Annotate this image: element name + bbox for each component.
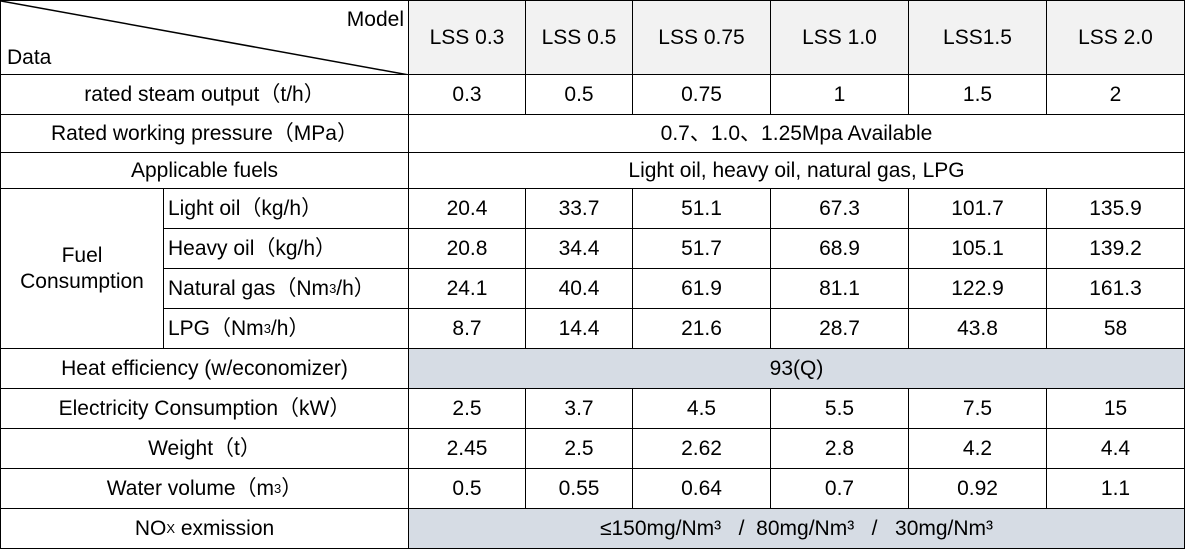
value-cell: 0.92 (908, 468, 1047, 509)
value-cell: 51.7 (632, 228, 771, 269)
value-cell: 2.8 (770, 428, 909, 469)
value-cell: 58 (1046, 308, 1185, 349)
row-label: LPG（Nm 3/h） (163, 308, 409, 349)
value-cell: 1 (770, 74, 909, 115)
data-label: Data (7, 45, 52, 69)
value-cell: 67.3 (770, 188, 909, 229)
label-text: /h） (270, 316, 310, 340)
diagonal (1, 1, 409, 75)
superscript: 3 (274, 480, 282, 496)
value-cell: 61.9 (632, 268, 771, 309)
value-cell: 43.8 (908, 308, 1047, 349)
label-text: Rated working pressure（MPa） (51, 121, 358, 145)
value-cell: 2.5 (408, 388, 526, 429)
value-cell: 7.5 (908, 388, 1047, 429)
value-cell: 14.4 (525, 308, 633, 349)
value-cell: 24.1 (408, 268, 526, 309)
row-label: Electricity Consumption（kW） (0, 388, 409, 429)
value-cell: 0.5 (408, 468, 526, 509)
value-cell: 20.8 (408, 228, 526, 269)
value-cell: 33.7 (525, 188, 633, 229)
value-cell: 81.1 (770, 268, 909, 309)
row-label: Heat efficiency (w/economizer) (0, 348, 409, 389)
label-text: Electricity Consumption（kW） (58, 396, 351, 420)
value-cell: 139.2 (1046, 228, 1185, 269)
value-cell: 4.5 (632, 388, 771, 429)
row-label: Heavy oil（kg/h） (163, 228, 409, 269)
value-cell: 4.4 (1046, 428, 1185, 469)
label-text: LPG（Nm (168, 316, 264, 340)
label-text: Natural gas（Nm (168, 276, 330, 300)
value-cell: 8.7 (408, 308, 526, 349)
model-label: Model (346, 8, 404, 31)
superscript: 3 (329, 280, 337, 296)
subscript: X (166, 520, 175, 536)
value-cell: 0.7 (770, 468, 909, 509)
label-text: Heat efficiency (w/economizer) (61, 356, 348, 380)
value-cell: 0.5 (525, 74, 633, 115)
model-header: LSS1.5 (908, 0, 1047, 75)
row-label: rated steam output（t/h） (0, 74, 409, 115)
value-cell: 3.7 (525, 388, 633, 429)
value-cell: 34.4 (525, 228, 633, 269)
span-cell: Light oil, heavy oil, natural gas, LPG (408, 152, 1185, 189)
row-label: Water volume（m 3） (0, 468, 409, 509)
model-header: LSS 0.75 (632, 0, 771, 75)
value-cell: 68.9 (770, 228, 909, 269)
row-label: Light oil（kg/h） (163, 188, 409, 229)
value-cell: 2 (1046, 74, 1185, 115)
group-text: Consumption (20, 269, 144, 293)
value-cell: 1.1 (1046, 468, 1185, 509)
superscript: 3 (263, 320, 271, 336)
model-header: LSS 0.3 (408, 0, 526, 75)
value-cell: 0.75 (632, 74, 771, 115)
label-text: NO (134, 516, 167, 540)
header-corner: Model Data (0, 0, 409, 75)
row-label: Applicable fuels (0, 152, 409, 189)
row-label: Natural gas（Nm 3/h） (163, 268, 409, 309)
value-cell: 2.5 (525, 428, 633, 469)
value-cell: 2.62 (632, 428, 771, 469)
value-cell: 21.6 (632, 308, 771, 349)
value-cell: 20.4 (408, 188, 526, 229)
label-text: Water volume（m (106, 476, 275, 500)
label-text: ） (281, 476, 303, 500)
value-cell: 1.5 (908, 74, 1047, 115)
row-label: NO X exmission (0, 508, 409, 549)
model-header: LSS 1.0 (770, 0, 909, 75)
row-label: Rated working pressure（MPa） (0, 114, 409, 153)
row-label: Weight（t） (0, 428, 409, 469)
value-cell: 161.3 (1046, 268, 1185, 309)
value-cell: 101.7 (908, 188, 1047, 229)
label-text: Light oil（kg/h） (168, 196, 323, 220)
value-cell: 40.4 (525, 268, 633, 309)
model-header: LSS 2.0 (1046, 0, 1185, 75)
label-text: Applicable fuels (130, 158, 279, 182)
value-cell: 15 (1046, 388, 1185, 429)
value-cell: 28.7 (770, 308, 909, 349)
model-header: LSS 0.5 (525, 0, 633, 75)
value-cell: 0.64 (632, 468, 771, 509)
label-text: exmission (174, 516, 275, 540)
value-cell: 2.45 (408, 428, 526, 469)
group-label: Fuel Consumption (0, 188, 164, 349)
value-cell: 135.9 (1046, 188, 1185, 229)
group-text: Fuel (61, 244, 103, 268)
value-cell: 51.1 (632, 188, 771, 229)
value-cell: 5.5 (770, 388, 909, 429)
value-cell: 0.3 (408, 74, 526, 115)
value-cell: 122.9 (908, 268, 1047, 309)
span-cell: ≤150mg/Nm³ / 80mg/Nm³ / 30mg/Nm³ (408, 508, 1185, 549)
label-text: Heavy oil（kg/h） (168, 236, 337, 260)
value-cell: 105.1 (908, 228, 1047, 269)
span-cell: 0.7、1.0、1.25Mpa Available (408, 114, 1185, 153)
label-text: /h） (336, 276, 375, 300)
value-cell: 4.2 (908, 428, 1047, 469)
label-text: rated steam output（t/h） (84, 82, 325, 106)
value-cell: 0.55 (525, 468, 633, 509)
label-text: Weight（t） (148, 436, 261, 460)
span-cell: 93(Q) (408, 348, 1185, 389)
diagonal-line (1, 1, 409, 75)
